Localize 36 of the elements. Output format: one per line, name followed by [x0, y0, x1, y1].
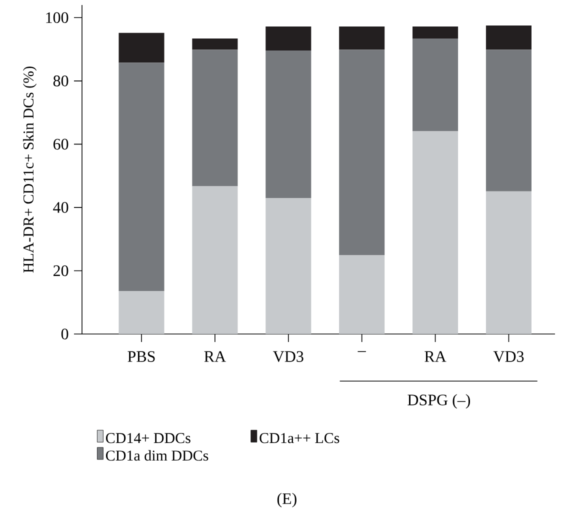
bar — [118, 32, 164, 63]
x-tick-label: RA — [424, 351, 446, 362]
bar — [486, 191, 532, 334]
bar — [266, 50, 312, 198]
legend-label: CD14+ DDCs — [106, 433, 190, 444]
bar — [118, 62, 164, 291]
bar — [412, 26, 458, 39]
bar — [192, 186, 238, 334]
bar — [118, 290, 164, 334]
bar — [339, 255, 385, 334]
bar — [486, 26, 532, 50]
y-tick-label: 0 — [61, 328, 68, 340]
text: DSPG (–) — [408, 394, 470, 409]
x-tick-label: RA — [204, 351, 226, 362]
bar — [192, 50, 238, 186]
bar — [266, 198, 312, 334]
y-axis-title: HLA-DR+ CD11c+ Skin DCs (%) — [23, 66, 37, 273]
legend-label: CD1a++ LCs — [260, 433, 340, 444]
legend-label: CD1a dim DDCs — [106, 450, 208, 461]
bar — [339, 26, 385, 50]
y-tick-label: 80 — [53, 76, 68, 86]
bar — [412, 38, 458, 132]
bar — [486, 50, 532, 192]
x-tick-label: VD3 — [273, 351, 304, 362]
bar — [192, 38, 238, 50]
bar — [339, 50, 385, 256]
y-tick-label: 60 — [53, 138, 68, 150]
x-tick-label: VD3 — [493, 351, 524, 362]
bar — [412, 131, 458, 334]
y-tick-label: 40 — [53, 202, 68, 213]
y-tick-label: 20 — [54, 265, 68, 276]
bar — [266, 26, 312, 51]
text: (E) — [277, 492, 296, 508]
y-tick-label: 100 — [46, 12, 68, 24]
x-tick-label: PBS — [128, 351, 155, 362]
x-tick-label: – — [358, 351, 366, 352]
